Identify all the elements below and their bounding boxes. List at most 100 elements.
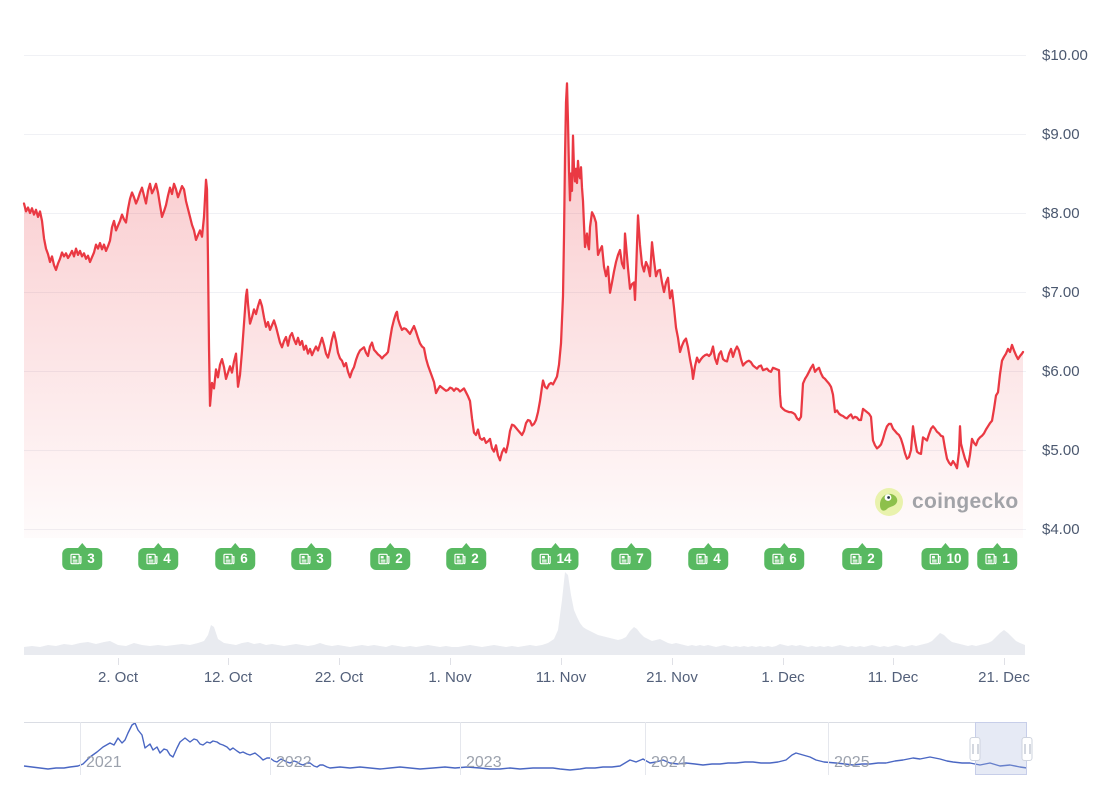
news-badge[interactable]: 4 [688,543,728,570]
y-axis-label: $4.00 [1042,521,1080,538]
y-axis-label: $9.00 [1042,126,1080,143]
price-line [22,82,1025,470]
navigator-year-gridline [460,722,461,775]
news-count: 2 [867,551,875,566]
navigator-year-gridline [828,722,829,775]
x-axis-label: 11. Dec [867,669,919,686]
news-badge[interactable]: 10 [921,543,969,570]
news-count: 3 [316,551,324,566]
navigator-top-border [24,722,1027,723]
news-badge[interactable]: 3 [291,543,331,570]
news-badge[interactable]: 6 [215,543,255,570]
news-badge[interactable]: 4 [138,543,178,570]
volume-area [24,572,1025,655]
x-axis-label: 22. Oct [314,669,364,686]
news-count: 6 [240,551,248,566]
x-axis-tick [339,658,340,665]
news-count: 14 [556,551,572,566]
news-badge[interactable]: 2 [370,543,410,570]
x-axis-label: 2. Oct [97,669,139,686]
newspaper-icon [299,553,311,565]
news-count: 4 [713,551,721,566]
y-axis-label: $6.00 [1042,363,1080,380]
handle-grip-icon [1024,743,1030,754]
newspaper-icon [378,553,390,565]
price-gridline [24,134,1026,135]
newspaper-icon [146,553,158,565]
navigator-year-label: 2022 [276,754,312,771]
price-gridline [24,371,1026,372]
news-badge[interactable]: 14 [531,543,579,570]
badge-pointer [778,543,789,549]
y-axis-label: $5.00 [1042,442,1080,459]
news-count: 2 [395,551,403,566]
x-axis-label: 1. Dec [761,669,805,686]
x-axis-tick [672,658,673,665]
news-badge[interactable]: 7 [611,543,651,570]
x-axis-tick [1004,658,1005,665]
price-area-fill [24,83,1023,539]
news-count: 1 [1002,551,1010,566]
navigator-handle-right[interactable] [1021,736,1033,761]
x-axis-tick [783,658,784,665]
badge-pointer [856,543,867,549]
badge-pointer [152,543,163,549]
news-badge[interactable]: 6 [764,543,804,570]
price-gridline [24,292,1026,293]
badge-pointer [940,543,950,549]
x-axis-label: 12. Oct [203,669,253,686]
badge-pointer [991,543,1002,549]
badge-pointer [460,543,471,549]
coingecko-logo-icon [875,488,903,516]
coingecko-wordmark: coingecko [912,490,1019,513]
news-badge[interactable]: 2 [842,543,882,570]
news-count: 6 [789,551,797,566]
newspaper-icon [539,553,551,565]
badge-pointer [625,543,636,549]
news-count: 4 [163,551,171,566]
newspaper-icon [454,553,466,565]
news-badge[interactable]: 1 [977,543,1017,570]
price-gridline [24,213,1026,214]
x-axis-tick [118,658,119,665]
newspaper-icon [929,553,941,565]
x-axis-label: 1. Nov [428,669,472,686]
y-axis-label: $8.00 [1042,205,1080,222]
x-axis-label: 11. Nov [535,669,587,686]
x-axis-tick [228,658,229,665]
badge-pointer [384,543,395,549]
navigator-year-label: 2021 [86,754,122,771]
news-badge[interactable]: 2 [446,543,486,570]
newspaper-icon [696,553,708,565]
navigator-year-gridline [80,722,81,775]
newspaper-icon [850,553,862,565]
handle-grip-icon [972,743,978,754]
badge-pointer [550,543,560,549]
navigator-selection[interactable] [975,722,1027,775]
x-axis-tick [450,658,451,665]
y-axis-label: $7.00 [1042,284,1080,301]
x-axis-tick [561,658,562,665]
news-count: 7 [636,551,644,566]
news-count: 10 [946,551,962,566]
navigator-handle-left[interactable] [969,736,981,761]
navigator-year-label: 2024 [651,754,687,771]
newspaper-icon [619,553,631,565]
news-count: 2 [471,551,479,566]
navigator-year-gridline [645,722,646,775]
news-count: 3 [87,551,95,566]
badge-pointer [305,543,316,549]
navigator-year-label: 2023 [466,754,502,771]
price-gridline [24,55,1026,56]
badge-pointer [229,543,240,549]
y-axis-label: $10.00 [1042,47,1088,64]
newspaper-icon [772,553,784,565]
badge-pointer [76,543,87,549]
news-badge[interactable]: 3 [62,543,102,570]
newspaper-icon [70,553,82,565]
x-axis-label: 21. Nov [646,669,698,686]
x-axis-label: 21. Dec [978,669,1030,686]
newspaper-icon [223,553,235,565]
